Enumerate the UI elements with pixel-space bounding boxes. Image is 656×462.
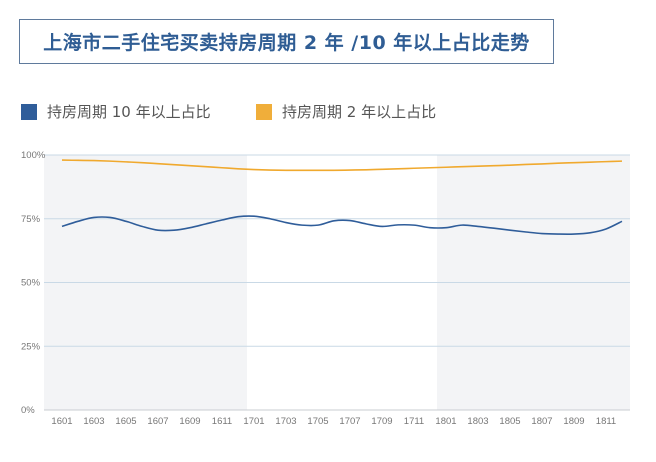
legend-swatch-orange	[256, 103, 272, 120]
legend-label: 持房周期 2 年以上占比	[282, 103, 437, 121]
x-tick-label: 1707	[339, 416, 360, 427]
legend-label: 持房周期 10 年以上占比	[47, 103, 211, 121]
legend-item-10yr: 持房周期 10 年以上占比	[21, 101, 211, 122]
series-line-10yr	[61, 215, 623, 235]
y-tick-label: 25%	[21, 341, 41, 352]
x-tick-label: 1701	[243, 416, 264, 427]
x-tick-label: 1705	[307, 416, 328, 427]
x-tick-label: 1801	[435, 416, 456, 427]
x-tick-label: 1805	[499, 416, 520, 427]
y-tick-label: 100%	[21, 150, 46, 161]
x-tick-label: 1605	[115, 416, 136, 427]
y-tick-label: 50%	[21, 278, 41, 289]
x-tick-label: 1709	[371, 416, 392, 427]
x-tick-label: 1711	[404, 416, 424, 427]
x-tick-label: 1609	[179, 416, 200, 427]
x-tick-label: 1601	[51, 416, 72, 427]
series-line-2yr	[61, 159, 623, 172]
x-tick-label: 1603	[83, 416, 104, 427]
x-tick-label: 1807	[531, 416, 552, 427]
x-tick-label: 1611	[212, 416, 232, 427]
legend-item-2yr: 持房周期 2 年以上占比	[256, 101, 436, 122]
legend-swatch-blue	[21, 103, 37, 120]
x-tick-label: 1809	[563, 416, 584, 427]
x-tick-label: 1703	[275, 416, 296, 427]
chart-title: 上海市二手住宅买卖持房周期 2 年 /10 年以上占比走势	[43, 32, 530, 54]
x-tick-label: 1803	[467, 416, 488, 427]
x-tick-label: 1811	[596, 416, 616, 427]
x-tick-label: 1607	[147, 416, 168, 427]
y-tick-label: 75%	[21, 214, 41, 225]
title-box: 上海市二手住宅买卖持房周期 2 年 /10 年以上占比走势	[19, 19, 554, 64]
y-tick-label: 0%	[21, 405, 35, 416]
